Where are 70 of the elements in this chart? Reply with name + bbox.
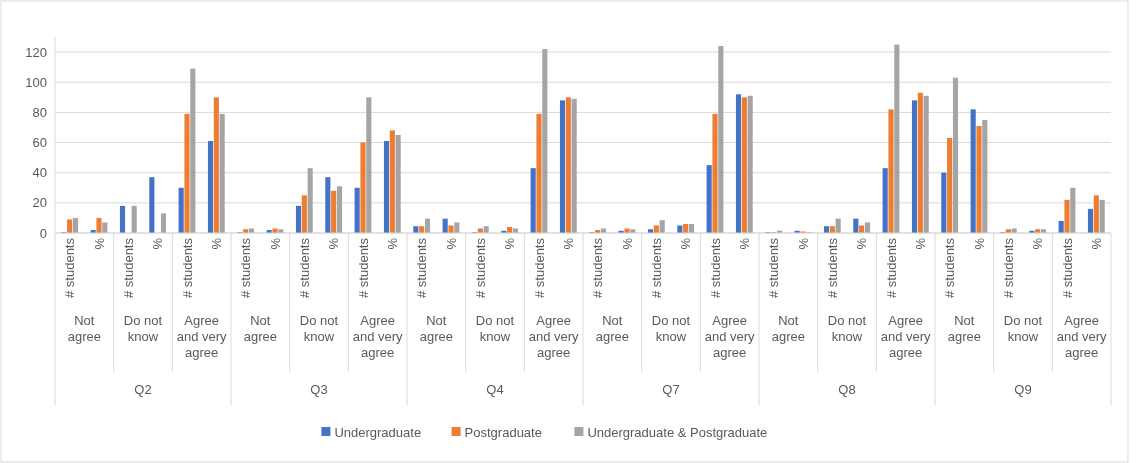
text: Do not know [651,313,691,344]
text: Agree and very agree [704,313,756,360]
text: Not agree [947,313,981,344]
x-tick-label: % [384,237,400,250]
x-tick-label: # students [62,237,78,298]
x-tick-label: % [678,237,694,250]
x-tick-label: # students [942,237,958,298]
x-tick-label: # students [414,237,430,298]
x-tick-label: % [267,237,283,250]
x-tick-label: % [208,237,224,250]
x-tick-label: % [91,237,107,250]
text: Do not know [827,313,867,344]
text: Q3 [310,382,328,397]
x-tick-label: # students [766,237,782,298]
x-tick-label: # students [472,237,488,298]
x-tick-label: # students [1059,237,1075,298]
y-tick-label: 0 [39,225,47,241]
x-tick-label: # students [648,237,664,298]
x-tick-label: % [912,237,928,250]
x-tick-label: % [795,237,811,250]
legend-label: Undergraduate [334,424,422,440]
text: Not agree [419,313,453,344]
x-tick-label: % [1088,237,1104,250]
x-tick-label: % [502,237,518,250]
x-tick-label: % [619,237,635,250]
x-tick-label: # students [1000,237,1016,298]
text: Do not know [123,313,163,344]
x-tick-label: # students [824,237,840,298]
x-tick-label: # students [238,237,254,298]
x-tick-label: # students [590,237,606,298]
text: Q8 [838,382,856,397]
text: Not agree [243,313,277,344]
x-tick-label: # students [296,237,312,298]
x-tick-label: # students [179,237,195,298]
x-tick-label: # students [355,237,371,298]
text: Do not know [1003,313,1043,344]
x-tick-label: # students [707,237,723,298]
y-tick-label: 80 [32,104,47,120]
text: Not agree [771,313,805,344]
x-tick-label: % [1030,237,1046,250]
text: Agree and very agree [176,313,228,360]
legend-label: Undergraduate & Postgraduate [587,424,768,440]
text: Not agree [595,313,629,344]
text: Q4 [486,382,504,397]
text: Do not know [475,313,515,344]
x-tick-label: % [150,237,166,250]
x-tick-label: % [326,237,342,250]
text: Do not know [299,313,339,344]
text: Agree and very agree [528,313,580,360]
text: Agree and very agree [1056,313,1108,360]
x-tick-label: % [971,237,987,250]
legend-label: Postgraduate [464,424,542,440]
x-tick-label: # students [120,237,136,298]
text: Not agree [67,313,101,344]
text: Q7 [662,382,680,397]
x-tick-label: % [443,237,459,250]
y-tick-label: 40 [32,165,47,181]
x-tick-label: # students [883,237,899,298]
text: Q9 [1014,382,1032,397]
y-tick-label: 60 [32,135,47,151]
y-tick-label: 20 [32,195,47,211]
x-tick-label: % [560,237,576,250]
x-tick-label: % [854,237,870,250]
y-tick-label: 120 [25,44,47,60]
text: Q2 [134,382,152,397]
y-tick-label: 100 [25,74,47,90]
text: Agree and very agree [352,313,404,360]
x-tick-label: % [736,237,752,250]
text: Agree and very agree [880,313,932,360]
x-tick-label: # students [531,237,547,298]
